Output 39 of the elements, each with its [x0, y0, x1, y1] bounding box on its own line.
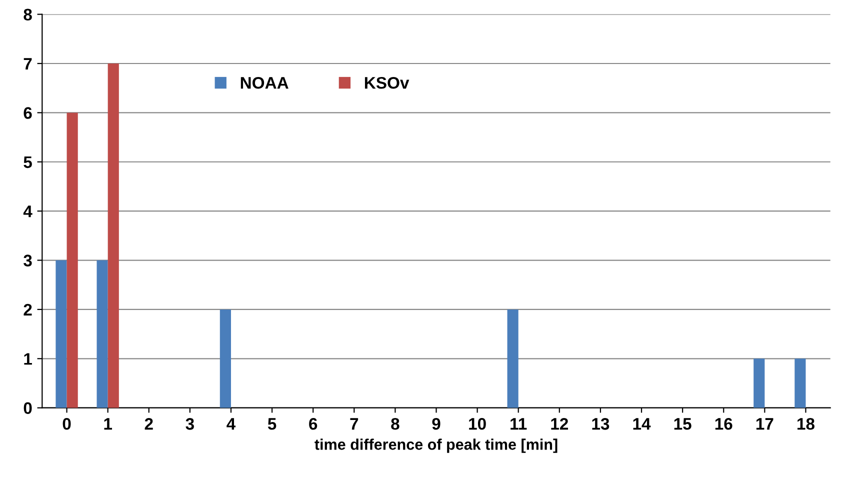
- x-tick-label: 6: [309, 418, 318, 430]
- x-tick-label: 8: [391, 418, 400, 430]
- y-tick-label: 6: [24, 107, 32, 119]
- legend-label: KSOv: [364, 76, 410, 89]
- x-tick-label: 2: [144, 418, 153, 430]
- y-tick-label: 0: [24, 402, 32, 414]
- x-tick-label: 13: [592, 418, 610, 430]
- x-tick-label: 16: [715, 418, 732, 430]
- y-tick-label: 1: [24, 353, 32, 365]
- x-tick-label: 14: [633, 418, 651, 430]
- x-tick-label: 0: [62, 418, 71, 430]
- x-tick-label: 5: [268, 418, 276, 430]
- x-tick-label: 18: [798, 418, 814, 430]
- x-tick-label: 10: [469, 418, 486, 430]
- y-tick-label: 4: [23, 206, 32, 218]
- y-tick-label: 8: [24, 8, 32, 21]
- bar: [754, 358, 765, 408]
- bar: [220, 309, 231, 408]
- x-tick-label: 17: [756, 418, 774, 430]
- x-tick-label: 12: [551, 418, 568, 430]
- x-tick-label: 15: [674, 418, 692, 430]
- y-tick-label: 2: [24, 304, 32, 316]
- bar: [507, 309, 518, 408]
- x-tick-label: 3: [186, 418, 194, 430]
- x-tick-label: 7: [350, 418, 358, 430]
- x-tick-label: 11: [510, 418, 527, 430]
- bar: [794, 358, 806, 408]
- x-tick-label: 1: [104, 418, 112, 430]
- legend-label: NOAA: [240, 76, 288, 89]
- bar: [108, 64, 119, 408]
- x-tick-label: 4: [226, 418, 236, 430]
- bar: [56, 260, 67, 408]
- y-tick-label: 7: [24, 58, 32, 70]
- y-tick-label: 5: [24, 156, 32, 168]
- x-axis-title: time difference of peak time [min]: [314, 438, 558, 453]
- x-tick-label: 9: [432, 418, 440, 430]
- bar: [96, 260, 108, 408]
- bar: [66, 112, 78, 408]
- y-tick-label: 3: [24, 254, 32, 266]
